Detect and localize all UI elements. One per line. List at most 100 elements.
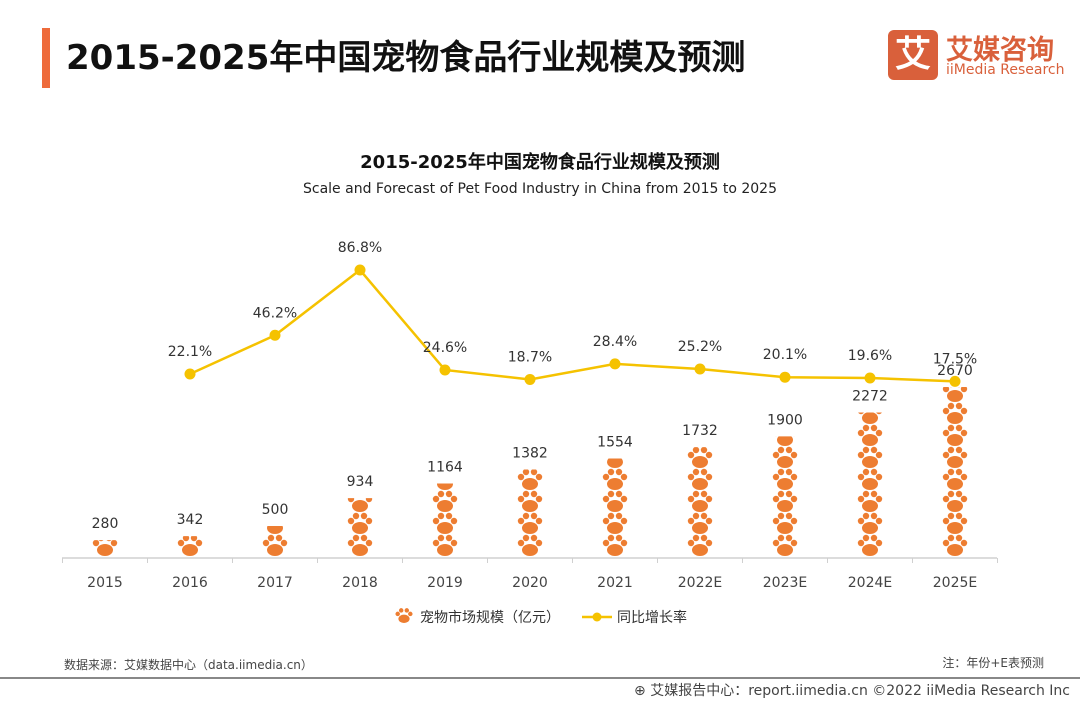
paw-pad [777, 522, 793, 534]
paw-pad [437, 522, 453, 534]
growth-point [354, 264, 366, 276]
paw-pad [267, 525, 283, 534]
bar-paw-stack [772, 436, 798, 556]
paw-toe [517, 517, 525, 525]
paw-toe [530, 490, 538, 498]
paw-pad [777, 500, 793, 512]
paw-toe [862, 490, 870, 498]
growth-point [609, 358, 621, 370]
growth-point [694, 363, 706, 375]
paw-toe [531, 425, 537, 431]
paw-toe [700, 534, 708, 542]
paw-pad [607, 478, 623, 490]
header-accent-bar [42, 28, 50, 88]
iimedia-logo: 艾 艾媒咨询 iiMedia Research [888, 30, 1068, 82]
paw-toe [92, 540, 100, 547]
paw-toe [404, 608, 410, 613]
paw-pad [862, 522, 878, 534]
paw-toe [615, 512, 623, 520]
paw-toe [960, 495, 968, 503]
paw-toe [536, 430, 542, 436]
paw-toe [785, 490, 793, 498]
paw-pad [692, 456, 708, 468]
bar-paw-stack [432, 447, 458, 556]
x-tick-label: 2019 [427, 575, 463, 591]
paw-toe [705, 539, 713, 547]
paw-pad [522, 434, 538, 446]
paw-toe [360, 512, 368, 520]
paw-toe [106, 540, 112, 542]
paw-toe [352, 512, 360, 520]
x-tick-label: 2017 [257, 575, 293, 591]
paw-toe [275, 534, 283, 542]
paw-pad [692, 478, 708, 490]
paw-toe [947, 490, 955, 498]
growth-label: 17.5% [933, 351, 977, 367]
bar-value-label: 1164 [427, 459, 463, 475]
paw-toe [777, 468, 785, 476]
bar-paw-stack [942, 387, 968, 556]
paw-toe [607, 490, 615, 498]
paw-toe [620, 495, 628, 503]
paw-toe [688, 408, 694, 414]
paw-pad [862, 434, 878, 446]
paw-toe [858, 412, 864, 415]
paw-toe [692, 447, 700, 454]
paw-toe [687, 495, 695, 503]
paw-toe [522, 469, 530, 476]
paw-toe [602, 517, 610, 525]
paw-toe [875, 495, 883, 503]
paw-toe [365, 517, 373, 525]
paw-toe [772, 495, 780, 503]
paw-toe [602, 495, 610, 503]
paw-toe [772, 539, 780, 547]
paw-toe [268, 491, 274, 497]
paw-toe [876, 412, 882, 415]
paw-toe [960, 429, 968, 437]
paw-toe [700, 512, 708, 520]
paw-toe [615, 534, 623, 542]
paw-pad [437, 544, 453, 556]
paw-toe [947, 424, 955, 432]
paw-toe [790, 517, 798, 525]
paw-toe [522, 512, 530, 520]
x-tick-label: 2022E [678, 575, 722, 591]
growth-point [779, 371, 791, 383]
x-tick-label: 2023E [763, 575, 807, 591]
paw-toe [785, 534, 793, 542]
growth-label: 25.2% [678, 339, 722, 355]
paw-toe [607, 468, 615, 476]
paw-toe [705, 451, 713, 459]
paw-toe [438, 447, 444, 453]
paw-toe [687, 539, 695, 547]
bar-paw-stack [177, 536, 203, 556]
bar-paw-stack [517, 425, 543, 556]
footer-credit: ⊕ 艾媒报告中心：report.iimedia.cn ©2022 iiMedia… [634, 683, 1070, 699]
paw-pad [862, 544, 878, 556]
paw-toe [535, 539, 543, 547]
paw-toe [446, 447, 452, 453]
paw-pad [777, 436, 793, 446]
paw-toe [857, 539, 865, 547]
paw-toe [942, 539, 950, 547]
paw-toe [98, 540, 104, 542]
paw-toe [347, 498, 355, 503]
paw-toe [432, 495, 440, 503]
paw-pad [692, 522, 708, 534]
paw-toe [772, 517, 780, 525]
paw-toe [785, 468, 793, 476]
growth-point [949, 375, 961, 387]
paw-pad [607, 522, 623, 534]
paw-toe [957, 387, 961, 388]
paw-toe [870, 424, 878, 432]
logo-mark: 艾 [888, 30, 938, 80]
paw-toe [857, 495, 865, 503]
paw-toe [517, 473, 525, 481]
chart-title: 2015-2025年中国宠物食品行业规模及预测 [360, 152, 720, 173]
paw-toe [603, 452, 609, 458]
paw-pad [947, 434, 963, 446]
paw-toe [947, 402, 955, 410]
bar-value-label: 280 [92, 516, 119, 532]
